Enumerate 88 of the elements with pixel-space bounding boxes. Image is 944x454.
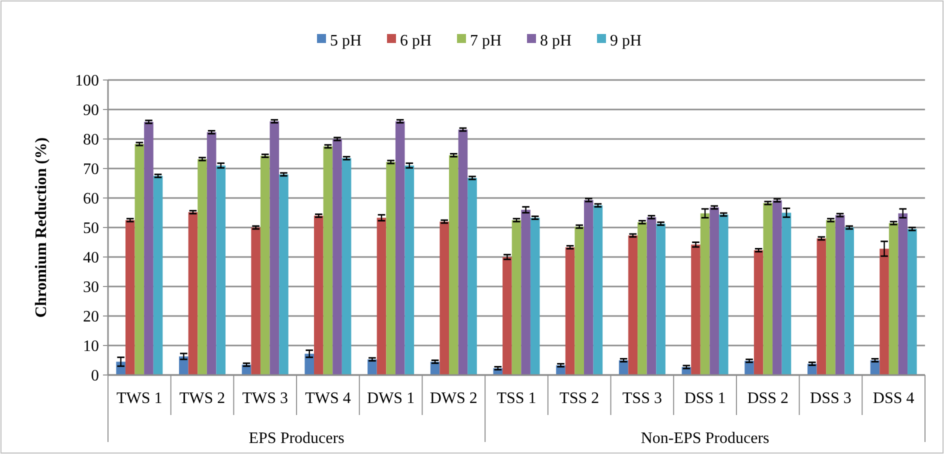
bar <box>153 176 163 375</box>
text: EPS Producers <box>248 430 344 447</box>
bar <box>251 228 260 375</box>
bar <box>512 220 522 375</box>
bar <box>216 166 226 375</box>
bar <box>710 207 719 375</box>
bar <box>844 228 854 375</box>
bar <box>628 235 638 375</box>
bar <box>270 121 280 375</box>
bar <box>888 223 898 375</box>
bar <box>395 121 405 375</box>
x-tick-label: TWS 4 <box>305 390 351 407</box>
bar <box>763 203 773 375</box>
y-tick-label: 0 <box>91 368 99 385</box>
bar <box>898 213 908 375</box>
bar <box>260 156 270 375</box>
x-tick-label: DWS 1 <box>367 390 415 407</box>
y-tick-label: 50 <box>83 220 99 238</box>
bar <box>188 212 198 375</box>
bar <box>342 158 352 375</box>
bar <box>835 215 845 375</box>
bar <box>718 214 728 375</box>
bar <box>440 222 450 375</box>
x-tick-label: DSS 1 <box>684 390 726 407</box>
legend-label: 9 pH <box>610 32 642 50</box>
bar <box>754 250 764 375</box>
legend-label: 5 pH <box>330 32 362 50</box>
bar <box>386 162 396 375</box>
bar <box>593 205 603 375</box>
bar <box>656 224 666 375</box>
x-tick-label: DWS 2 <box>430 390 478 407</box>
bar <box>782 212 792 375</box>
y-axis-title: Chromium Reduction (%) <box>33 137 50 318</box>
x-tick-label: TSS 2 <box>560 390 600 407</box>
x-tick-label: TWS 3 <box>242 390 288 407</box>
bar <box>449 155 458 375</box>
legend-label: 8 pH <box>540 32 572 50</box>
bar <box>646 217 656 375</box>
bar <box>584 200 594 375</box>
y-tick-label: 80 <box>83 132 99 149</box>
bar <box>134 144 144 375</box>
bar <box>502 257 512 375</box>
bar <box>404 166 414 375</box>
bar <box>772 200 782 375</box>
bar <box>368 359 377 375</box>
bar <box>816 238 826 375</box>
y-tick-label: 30 <box>83 279 99 296</box>
bar <box>304 354 314 375</box>
bar <box>206 132 216 375</box>
text: Non-EPS Producers <box>640 430 770 447</box>
bar <box>458 130 468 375</box>
y-tick-label: 20 <box>83 308 99 326</box>
bar <box>279 174 288 375</box>
y-tick-label: 90 <box>83 102 99 120</box>
legend-label: 6 pH <box>400 32 432 50</box>
bar <box>198 159 207 375</box>
x-tick-label: DSS 2 <box>747 390 789 407</box>
bar <box>574 226 584 375</box>
bar <box>125 220 135 375</box>
y-tick-label: 10 <box>83 338 99 356</box>
x-tick-label: DSS 4 <box>872 390 914 407</box>
bar <box>179 356 188 375</box>
y-tick-label: 60 <box>83 190 99 208</box>
y-tick-label: 40 <box>83 250 99 267</box>
bar <box>468 178 477 375</box>
legend-label: 7 pH <box>470 32 502 50</box>
bar <box>144 122 154 375</box>
bar <box>530 218 540 375</box>
bar <box>376 218 386 375</box>
bar <box>744 360 754 375</box>
bar <box>880 248 889 375</box>
x-tick-label: TSS 3 <box>622 390 662 407</box>
x-tick-label: TWS 2 <box>179 390 226 407</box>
bar <box>332 139 342 375</box>
x-tick-label: DSS 3 <box>810 390 852 407</box>
bar <box>908 228 917 375</box>
x-tick-label: TSS 1 <box>496 390 536 407</box>
bar <box>521 210 530 375</box>
bar <box>638 222 647 375</box>
bar <box>565 247 575 375</box>
bar <box>323 146 333 375</box>
y-tick-label: 100 <box>75 72 99 90</box>
y-tick-label: 70 <box>83 161 99 178</box>
bar <box>826 220 836 375</box>
x-tick-label: TWS 1 <box>116 390 162 407</box>
bar <box>691 244 700 375</box>
bar <box>700 213 710 375</box>
bar <box>314 216 324 375</box>
